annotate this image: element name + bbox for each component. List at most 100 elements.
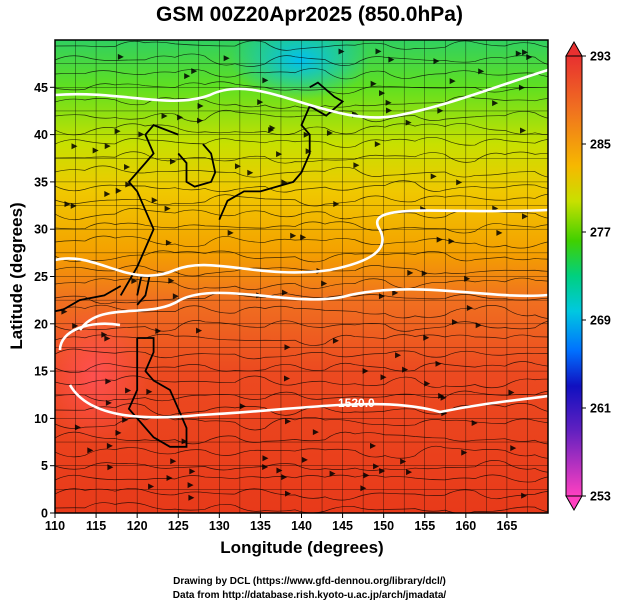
streamline-arrow (196, 327, 203, 334)
streamline-arrow (281, 179, 288, 186)
streamline-arrow (124, 164, 131, 171)
streamline-arrow (276, 467, 283, 474)
streamline-arrow (360, 485, 367, 492)
colorbar-tick-label: 277 (590, 226, 611, 240)
streamline-arrow (155, 327, 162, 334)
streamline-arrow (169, 158, 176, 165)
y-tick-label: 25 (34, 270, 48, 284)
streamline-arrow (125, 387, 132, 394)
y-tick-label: 20 (34, 317, 48, 331)
streamline-arrow (522, 49, 529, 56)
streamline-arrow (515, 50, 522, 57)
streamline-arrow (115, 429, 122, 436)
streamline-arrow (374, 141, 381, 148)
coastline (177, 143, 217, 188)
y-axis-ticks: 0 5 10 15 20 25 30 35 40 45 (34, 81, 55, 521)
streamline (55, 474, 548, 483)
map-plot-area: 1520.0 (55, 40, 548, 513)
streamline-arrow (466, 304, 473, 311)
streamline-arrow (433, 58, 440, 65)
streamline-arrow (290, 232, 297, 239)
streamline-arrow (329, 470, 336, 477)
y-tick-label: 15 (34, 365, 48, 379)
streamline (55, 151, 548, 164)
coastline (218, 81, 345, 221)
streamline-arrow (161, 112, 168, 119)
y-tick-label: 30 (34, 223, 48, 237)
x-tick-label: 160 (455, 519, 476, 533)
streamline-arrow (281, 289, 288, 296)
y-tick-label: 45 (34, 81, 48, 95)
streamline-arrow (405, 119, 412, 126)
streamline (55, 81, 548, 95)
streamline-arrow (395, 352, 402, 359)
y-tick-label: 10 (34, 412, 48, 426)
streamline-arrow (104, 191, 111, 198)
streamline (55, 292, 548, 305)
streamline-arrow (170, 458, 177, 465)
streamline-arrow (400, 458, 407, 465)
streamline-arrow (385, 107, 392, 114)
streamline-arrow (105, 399, 112, 406)
streamline-arrow (104, 143, 111, 150)
streamline (55, 68, 548, 80)
height-contours (55, 68, 548, 419)
streamline-arrow (363, 472, 370, 479)
streamline-arrow (268, 127, 275, 134)
streamline-arrow (449, 78, 456, 85)
contour-label-1520: 1520.0 (338, 396, 375, 410)
coastline (119, 124, 179, 296)
streamline-arrow (430, 173, 437, 180)
lat-lon-grid (55, 40, 548, 513)
streamline-arrow (70, 202, 77, 209)
streamline-arrow (92, 147, 99, 154)
x-tick-label: 130 (209, 519, 230, 533)
streamline-arrow (188, 494, 195, 501)
streamline-arrow (448, 238, 455, 245)
colorbar: 293 285 277 269 261 253 (565, 40, 611, 512)
streamline (55, 277, 548, 290)
streamline-arrow (301, 456, 308, 463)
y-tick-label: 35 (34, 175, 48, 189)
x-tick-label: 150 (373, 519, 394, 533)
streamline-arrow (305, 148, 312, 155)
streamline-arrow (526, 54, 533, 61)
streamline-arrow (138, 131, 145, 138)
streamline (55, 95, 548, 109)
streamline-arrow (262, 77, 269, 84)
streamline-arrow (440, 394, 447, 401)
y-tick-label: 40 (34, 128, 48, 142)
streamline-arrow (276, 151, 283, 158)
streamline (55, 235, 548, 249)
streamline-arrow (281, 474, 288, 481)
x-tick-label: 120 (127, 519, 148, 533)
streamline-arrow (187, 482, 194, 489)
streamline (55, 361, 548, 373)
streamline (55, 180, 548, 193)
streamline-arrow (104, 335, 111, 342)
x-tick-label: 110 (45, 519, 65, 533)
streamline (55, 348, 548, 360)
colorbar-tick-label: 261 (590, 402, 611, 416)
streamline-arrow (148, 483, 155, 490)
streamline-arrow (115, 187, 122, 194)
streamline-arrow (285, 418, 292, 425)
streamline-arrow (461, 449, 468, 456)
streamline-arrow (131, 277, 138, 284)
x-axis-ticks: 110 115 120 125 130 135 140 145 150 155 160 165 (45, 513, 517, 533)
streamline (55, 390, 548, 402)
streamline (55, 460, 548, 473)
y-tick-label: 5 (41, 459, 48, 473)
colorbar-tick-label: 253 (590, 490, 611, 504)
streamline-arrow (223, 55, 230, 62)
streamline-arrow (285, 490, 292, 497)
streamline-arrow (106, 442, 113, 449)
x-tick-label: 165 (496, 519, 517, 533)
colorbar-tick-label: 269 (590, 314, 611, 328)
streamline-arrow (177, 114, 184, 121)
y-axis-title: Latitude (degrees) (7, 202, 26, 349)
streamlines (55, 40, 548, 513)
streamline (55, 109, 548, 123)
streamline-arrow (407, 269, 414, 276)
streamline-arrow (105, 378, 112, 385)
